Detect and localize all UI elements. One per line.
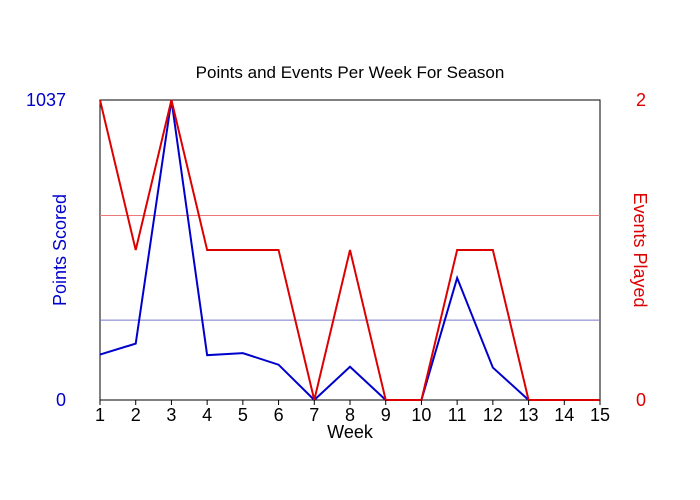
x-tick-label: 7 [309,405,319,425]
x-tick-label: 1 [95,405,105,425]
x-tick-label: 3 [166,405,176,425]
x-axis-ticks: 1 2 3 4 5 6 7 8 9 10 11 12 13 14 15 [95,400,610,425]
left-y-tick-label: 1037 [26,90,66,110]
x-tick-label: 13 [519,405,539,425]
reference-lines [100,215,600,321]
chart-title: Points and Events Per Week For Season [196,63,505,82]
x-tick-label: 12 [483,405,503,425]
x-tick-label: 9 [381,405,391,425]
y-axis-ticks: 0 1037 0 2 [26,90,646,410]
x-tick-label: 2 [131,405,141,425]
left-y-axis-label: Points Scored [50,194,70,306]
x-axis-label: Week [327,422,374,442]
x-tick-label: 11 [448,405,467,425]
right-y-axis-label: Events Played [630,192,650,307]
x-tick-label: 10 [411,405,431,425]
right-y-tick-label: 2 [636,90,646,110]
x-tick-label: 6 [274,405,284,425]
series-lines [99,99,601,402]
x-tick-label: 5 [238,405,248,425]
right-y-tick-label: 0 [636,390,646,410]
x-tick-label: 15 [590,405,610,425]
left-y-tick-label: 0 [56,390,66,410]
x-tick-label: 8 [345,405,355,425]
x-tick-label: 14 [554,405,574,425]
x-tick-label: 4 [202,405,212,425]
